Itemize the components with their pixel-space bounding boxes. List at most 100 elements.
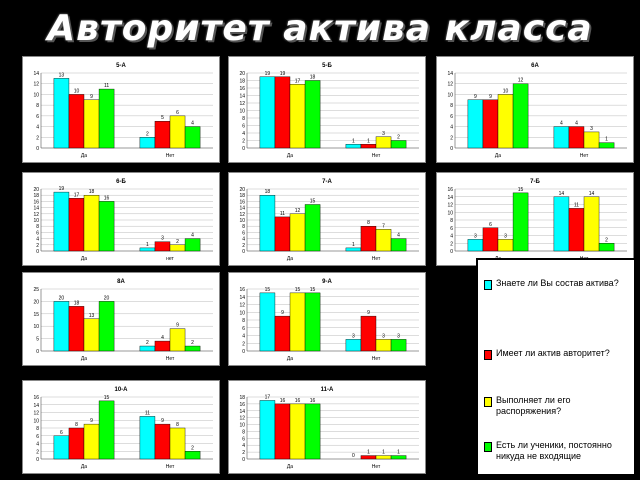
- bar: [259, 195, 276, 252]
- y-tick-label: 8: [36, 426, 39, 432]
- y-tick-label: 8: [450, 218, 453, 224]
- bar: [53, 301, 70, 352]
- bar: [98, 88, 115, 149]
- bar: [289, 213, 306, 252]
- y-tick-label: 6: [242, 230, 245, 236]
- y-tick-label: 15: [33, 312, 39, 318]
- data-label: 3: [397, 333, 400, 339]
- y-tick-label: 16: [239, 287, 245, 293]
- y-tick-label: 4: [36, 442, 39, 448]
- slide-title: Авторитет актива класса: [47, 8, 593, 49]
- data-label: 3: [382, 131, 385, 137]
- data-label: 17: [265, 394, 271, 400]
- legend-item: Выполняет ли его распоряжения?: [484, 395, 634, 435]
- y-tick-label: 8: [242, 116, 245, 122]
- data-label: 18: [89, 189, 95, 195]
- y-tick-label: 18: [239, 395, 245, 401]
- data-label: 1: [605, 137, 608, 143]
- bar: [139, 247, 156, 252]
- bar: [568, 126, 585, 149]
- y-tick-label: 6: [242, 326, 245, 332]
- data-label: 9: [367, 310, 370, 316]
- data-label: 4: [161, 335, 164, 341]
- bar: [83, 195, 100, 252]
- data-label: 18: [310, 75, 316, 81]
- bar: [274, 403, 291, 460]
- y-tick-label: 18: [33, 193, 39, 199]
- data-label: 6: [176, 110, 179, 116]
- legend-label: Знаете ли Вы состав актива?: [496, 278, 619, 288]
- y-tick-label: 18: [239, 79, 245, 85]
- legend-swatch: [484, 397, 492, 407]
- y-tick-label: 14: [239, 409, 245, 415]
- category-label: Нет: [580, 153, 589, 159]
- data-label: 18: [265, 189, 271, 195]
- y-tick-label: 12: [33, 212, 39, 218]
- category-label: Да: [81, 153, 87, 159]
- category-label: Да: [287, 153, 293, 159]
- y-tick-label: 12: [239, 212, 245, 218]
- chart-10a: 10-А 0 2 4 6 8 10 12 14 16 6 8 9 15 Да 11 9 8 2 Нет: [22, 380, 220, 474]
- data-label: 2: [191, 445, 194, 451]
- chart-title: 6-Б: [116, 179, 126, 185]
- data-label: 4: [560, 121, 563, 127]
- category-label: Нет: [166, 356, 175, 362]
- y-tick-label: 12: [239, 303, 245, 309]
- y-tick-label: 16: [239, 199, 245, 205]
- category-label: Да: [495, 153, 501, 159]
- data-label: 11: [280, 211, 285, 217]
- bar: [304, 80, 321, 149]
- y-tick-label: 2: [36, 449, 39, 455]
- chart-svg: 8А 0 5 10 15 20 25 20 18 13 20 Да 2 4 9 2 Нет: [33, 279, 213, 362]
- data-label: 5: [161, 115, 164, 121]
- y-tick-label: 14: [33, 403, 39, 409]
- chart-6a: 6А 0 2 4 6 8 10 12 14 9 9 10 12 Да 4 4 3 1 Нет: [436, 56, 634, 163]
- data-label: 8: [176, 422, 179, 428]
- y-tick-label: 0: [36, 349, 39, 355]
- bar: [467, 239, 484, 252]
- bar: [390, 238, 407, 252]
- bar: [482, 227, 499, 252]
- data-label: 1: [146, 242, 149, 248]
- y-tick-label: 10: [33, 418, 39, 424]
- y-tick-label: 8: [450, 103, 453, 109]
- y-tick-label: 12: [33, 411, 39, 417]
- data-label: 3: [352, 333, 355, 339]
- data-label: 20: [104, 295, 110, 301]
- bar: [497, 94, 514, 149]
- bar: [375, 339, 392, 352]
- data-label: 1: [382, 450, 385, 456]
- data-label: 15: [310, 199, 316, 205]
- y-tick-label: 10: [239, 109, 245, 115]
- chart-title: 5-А: [116, 63, 126, 69]
- data-label: 18: [74, 300, 80, 306]
- bar: [83, 99, 100, 149]
- data-label: 9: [176, 323, 179, 329]
- bar: [390, 455, 407, 460]
- data-label: 4: [397, 233, 400, 239]
- bar: [98, 400, 115, 460]
- y-tick-label: 6: [36, 230, 39, 236]
- data-label: 16: [310, 398, 316, 404]
- data-label: 15: [295, 287, 301, 293]
- y-tick-label: 2: [450, 135, 453, 141]
- category-label: Да: [81, 256, 87, 262]
- chart-8a: 8А 0 5 10 15 20 25 20 18 13 20 Да 2 4 9 2 Нет: [22, 272, 220, 366]
- legend-item: Есть ли ученики, постоянно никуда не вхо…: [484, 440, 634, 474]
- bar: [169, 427, 186, 460]
- data-label: 10: [503, 88, 509, 94]
- chart-7b: 7-Б024681012141636315Да1411142Нет: [436, 172, 634, 266]
- chart-title: 6А: [531, 63, 539, 69]
- bar: [360, 315, 377, 352]
- data-label: 10: [74, 88, 80, 94]
- y-tick-label: 0: [450, 249, 453, 255]
- chart-9a: 9-А 0 2 4 6 8 10 12 14 16 15 9 15 15 Да 3 9 3 3 Нет: [228, 272, 426, 366]
- y-tick-label: 12: [239, 101, 245, 107]
- y-tick-label: 14: [239, 295, 245, 301]
- chart-7a: 7-А 0 2 4 6 8 10 12 14 16 18 20 18 11 12 15 Да 1 8 7 4 Нет: [228, 172, 426, 266]
- y-tick-label: 2: [242, 243, 245, 249]
- y-tick-label: 14: [447, 195, 453, 201]
- y-tick-label: 14: [33, 71, 39, 77]
